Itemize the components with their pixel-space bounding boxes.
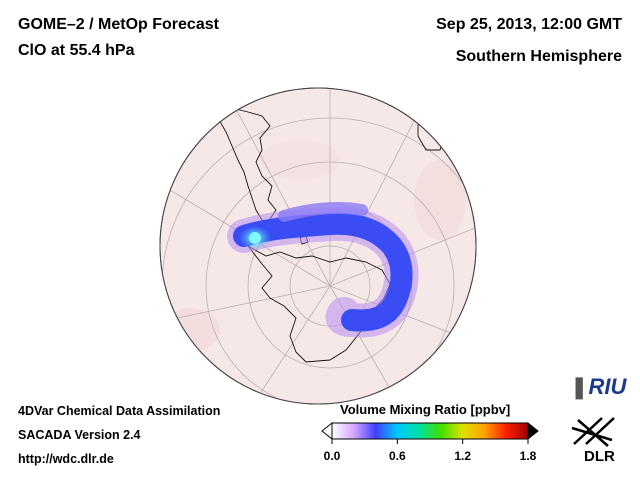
version-label: SACADA Version 2.4 xyxy=(18,428,141,442)
colorbar-tick-label: 0.0 xyxy=(324,449,341,463)
hemisphere-label: Southern Hemisphere xyxy=(455,48,622,65)
riu-logo: ❚RIU xyxy=(570,374,627,399)
colorbar-gradient xyxy=(331,422,529,440)
dlr-logo-text: DLR xyxy=(584,448,615,465)
colorbar-tick-label: 1.2 xyxy=(454,449,471,463)
globe-disk xyxy=(159,87,477,405)
colorbar-left-arrow xyxy=(321,421,333,441)
dlr-logo-icon xyxy=(571,417,615,447)
species-level: ClO at 55.4 hPa xyxy=(18,42,135,59)
product-title: GOME–2 / MetOp Forecast xyxy=(18,16,219,33)
colorbar-tick-label: 0.6 xyxy=(389,449,406,463)
colorbar-title: Volume Mixing Ratio [ppbv] xyxy=(340,402,511,417)
colorbar-tick-label: 1.8 xyxy=(520,449,537,463)
colorbar-right-arrow xyxy=(527,421,539,441)
colorbar: 0.0 0.6 1.2 1.8 xyxy=(321,421,539,463)
source-url[interactable]: http://wdc.dlr.de xyxy=(18,452,114,466)
forecast-datetime: Sep 25, 2013, 12:00 GMT xyxy=(436,16,622,33)
assimilation-label: 4DVar Chemical Data Assimilation xyxy=(18,404,221,418)
clo-plume xyxy=(227,202,419,338)
